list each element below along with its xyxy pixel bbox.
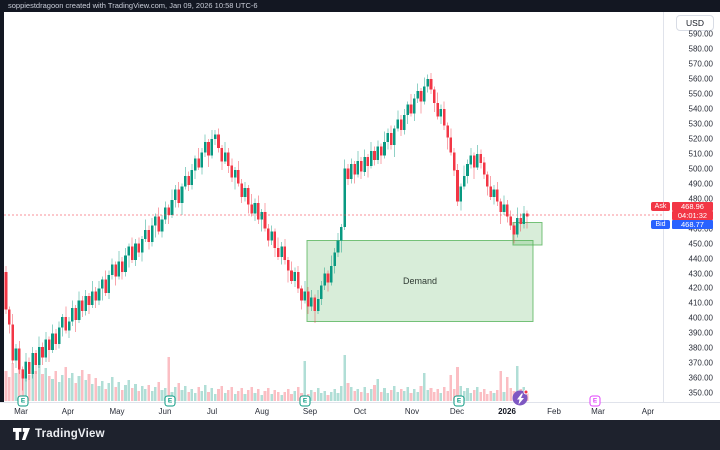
- candle-wicks-up: [15, 74, 525, 382]
- tradingview-logo-icon: [13, 428, 30, 440]
- price-tick-label: 380.00: [688, 343, 713, 353]
- time-tick-label: 2026: [498, 407, 516, 416]
- time-axis[interactable]: Mar Apr May Jun Jul Aug Sep Oct Nov Dec 2026 Feb Mar…: [0, 402, 720, 420]
- time-tick-label: Jul: [206, 407, 218, 416]
- time-tick-label: Apr: [61, 407, 75, 416]
- time-tick-label: May: [109, 407, 125, 416]
- attribution-text: soppiestdragoon created with TradingView…: [8, 1, 258, 10]
- event-flash-icon[interactable]: [512, 389, 529, 406]
- demand-zone-rect: [306, 240, 534, 322]
- bid-pill: Bid: [651, 219, 670, 229]
- price-tick-label: 410.00: [688, 298, 713, 308]
- bid-price-box[interactable]: 468.77: [672, 219, 713, 229]
- earnings-badge-icon[interactable]: E: [299, 395, 311, 407]
- time-tick-label: Mar: [591, 407, 605, 416]
- ask-pill: Ask: [651, 201, 670, 211]
- price-tick-label: 420.00: [688, 283, 713, 293]
- volume-series: [4, 355, 529, 401]
- price-tick-label: 440.00: [688, 254, 713, 264]
- attribution-bar: soppiestdragoon created with TradingView…: [0, 0, 720, 12]
- tradingview-logo-text: TradingView: [35, 428, 105, 440]
- price-tick-label: 490.00: [688, 179, 713, 189]
- price-tick-label: 350.00: [688, 388, 713, 398]
- time-tick-label: Mar: [14, 407, 28, 416]
- bar-countdown-box: 04:01:32: [672, 210, 713, 220]
- bottom-brand-bar: TradingView: [0, 420, 720, 450]
- price-tick-label: 370.00: [688, 358, 713, 368]
- price-tick-label: 580.00: [688, 44, 713, 54]
- price-tick-label: 570.00: [688, 59, 713, 69]
- time-tick-label: Jun: [158, 407, 172, 416]
- time-tick-label: Sep: [302, 407, 318, 416]
- time-tick-label: Feb: [547, 407, 561, 416]
- time-tick-label: Aug: [254, 407, 270, 416]
- lightning-icon: [517, 393, 524, 404]
- price-tick-label: 550.00: [688, 89, 713, 99]
- time-tick-label: Dec: [449, 407, 465, 416]
- price-tick-label: 530.00: [688, 119, 713, 129]
- tradingview-logo[interactable]: TradingView: [13, 427, 105, 441]
- upcoming-earnings-badge-icon[interactable]: E: [589, 395, 601, 407]
- price-tick-label: 540.00: [688, 104, 713, 114]
- price-tick-label: 520.00: [688, 134, 713, 144]
- price-tick-label: 430.00: [688, 269, 713, 279]
- price-tick-label: 400.00: [688, 313, 713, 323]
- currency-button[interactable]: USD: [676, 15, 714, 31]
- earnings-badge-icon[interactable]: E: [453, 395, 465, 407]
- event-alert-dot: [523, 389, 529, 395]
- time-tick-label: Oct: [353, 407, 367, 416]
- candlestick-series: [4, 78, 529, 379]
- price-tick-label: 590.00: [688, 29, 713, 39]
- price-tick-label: 560.00: [688, 74, 713, 84]
- price-tick-label: 480.00: [688, 194, 713, 204]
- left-frame-strip: [0, 12, 4, 420]
- candle-wicks-down: [5, 72, 528, 391]
- time-tick-label: Nov: [404, 407, 420, 416]
- price-tick-label: 360.00: [688, 373, 713, 383]
- price-tick-label: 500.00: [688, 164, 713, 174]
- earnings-badge-icon[interactable]: E: [17, 395, 29, 407]
- price-tick-label: 450.00: [688, 239, 713, 249]
- demand-zone[interactable]: [306, 222, 543, 322]
- price-tick-label: 510.00: [688, 149, 713, 159]
- time-tick-label: Apr: [641, 407, 655, 416]
- price-tick-label: 390.00: [688, 328, 713, 338]
- earnings-badge-icon[interactable]: E: [164, 395, 176, 407]
- ask-price-box[interactable]: 468.96: [672, 201, 713, 211]
